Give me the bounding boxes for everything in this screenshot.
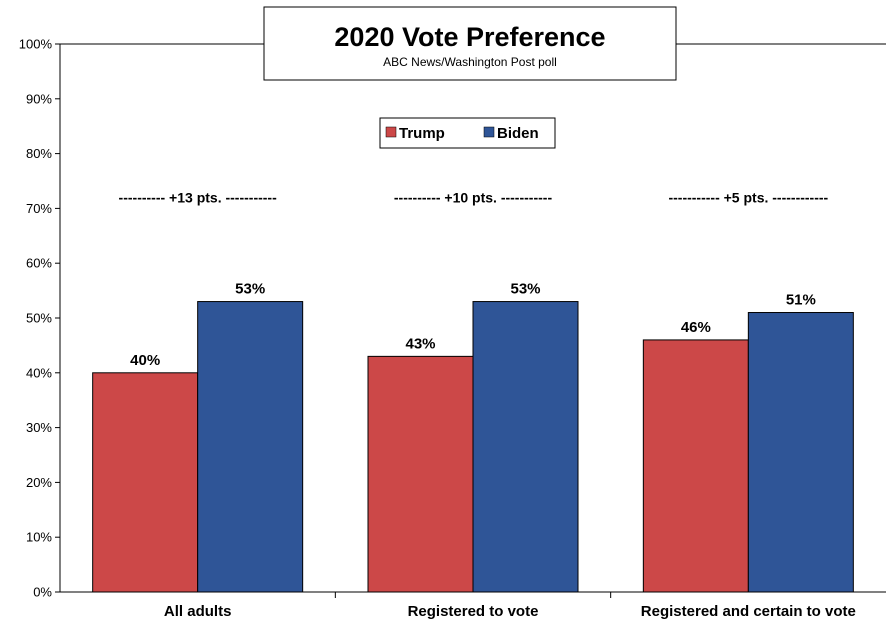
legend-label-trump: Trump	[399, 125, 445, 142]
legend-label-biden: Biden	[497, 125, 539, 142]
data-label-biden-1: 53%	[510, 281, 540, 298]
legend-swatch-trump	[385, 126, 397, 138]
lead-annotation-0: ---------- +13 pts. -----------	[119, 189, 278, 205]
data-label-biden-0: 53%	[235, 281, 265, 298]
y-tick-label: 100%	[19, 37, 53, 52]
y-tick-label: 20%	[26, 475, 52, 490]
data-label-trump-2: 46%	[681, 319, 711, 336]
y-tick-label: 10%	[26, 530, 52, 545]
bar-trump-0	[92, 372, 199, 593]
y-tick-label: 40%	[26, 365, 52, 380]
y-tick-label: 90%	[26, 91, 52, 106]
legend-swatch-biden	[483, 126, 495, 138]
legend: Trump Biden	[379, 117, 556, 149]
bar-trump-1	[367, 355, 474, 593]
data-label-trump-0: 40%	[130, 352, 160, 369]
x-tick-label: Registered to vote	[408, 603, 539, 620]
x-tick-label: All adults	[164, 603, 232, 620]
y-tick-label: 70%	[26, 201, 52, 216]
bar-biden-0	[197, 301, 304, 593]
data-label-biden-2: 51%	[786, 292, 816, 309]
bar-biden-2	[747, 312, 854, 593]
data-label-trump-1: 43%	[405, 335, 435, 352]
title-frame	[263, 6, 677, 81]
lead-annotation-1: ---------- +10 pts. -----------	[394, 189, 553, 205]
y-tick-label: 80%	[26, 146, 52, 161]
bar-biden-1	[472, 301, 579, 593]
axes-layer: 0% 10% 20% 30% 40% 50% 60% 70% 80% 90% 100%	[19, 37, 886, 600]
x-tick-label: Registered and certain to vote	[641, 603, 856, 620]
bar-trump-2	[642, 339, 749, 593]
chart-title: 2020 Vote Preference	[334, 22, 605, 52]
y-tick-label: 60%	[26, 256, 52, 271]
y-tick-label: 0%	[33, 585, 52, 600]
title-box: 2020 Vote Preference ABC News/Washington…	[263, 6, 677, 81]
y-tick-label: 30%	[26, 420, 52, 435]
legend-frame	[379, 117, 556, 149]
y-tick-label: 50%	[26, 311, 52, 326]
chart-subtitle: ABC News/Washington Post poll	[383, 55, 557, 69]
bars-layer	[92, 301, 854, 593]
lead-annotation-2: ----------- +5 pts. ------------	[668, 189, 828, 205]
labels-layer: 40% 53% All adults ---------- +13 pts. ----…	[119, 189, 856, 620]
